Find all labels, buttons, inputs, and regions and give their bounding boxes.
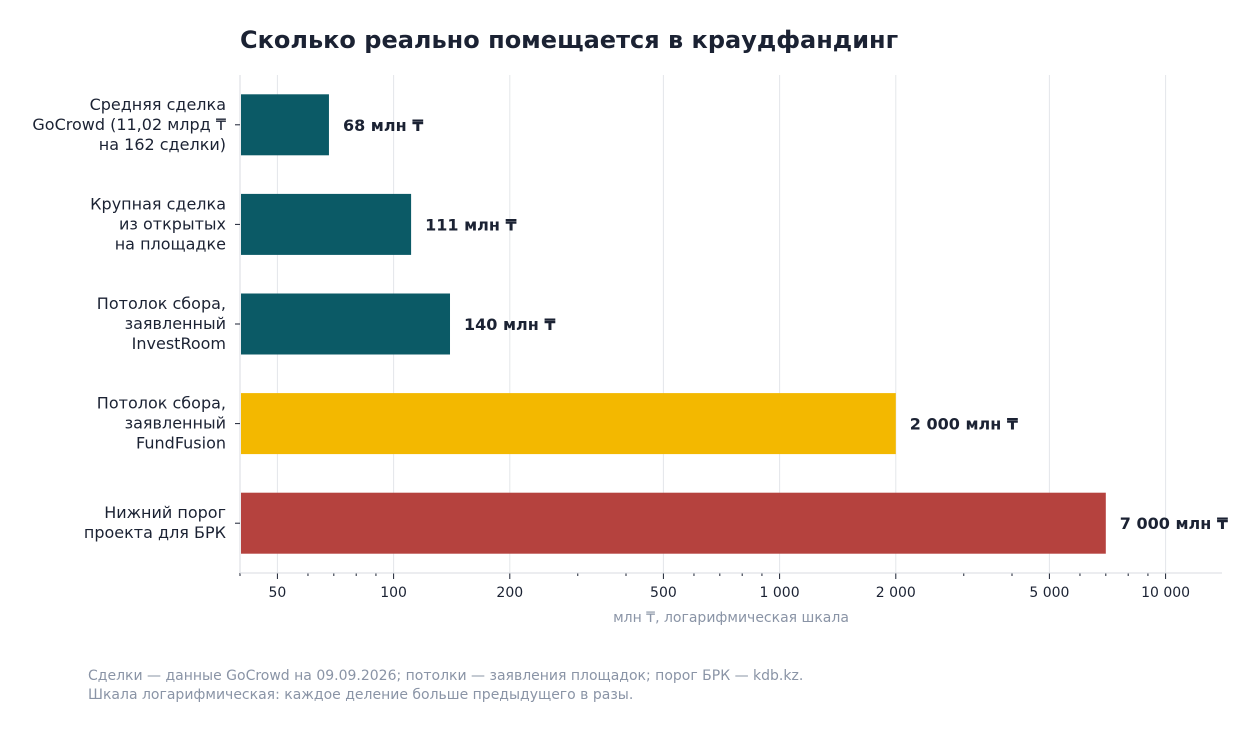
- x-tick-label: 100: [380, 585, 407, 601]
- bar-value-label: 68 млн ₸: [343, 116, 423, 135]
- category-label-line: из открытых: [119, 214, 226, 233]
- x-tick-label: 500: [650, 585, 677, 601]
- bar: [241, 293, 451, 355]
- category-label: Потолок сбора, заявленный FundFusion: [97, 394, 226, 453]
- category-label-line: GoCrowd (11,02 млрд ₸: [32, 115, 226, 134]
- category-label-line: Нижний порог: [104, 503, 226, 522]
- category-label: Средняя сделка GoCrowd (11,02 млрд ₸ на 16…: [32, 95, 226, 154]
- chart-title: Сколько реально помещается в краудфандин…: [240, 26, 898, 54]
- bar-value-label: 140 млн ₸: [464, 315, 556, 334]
- x-axis: 50 100 200 500 1 000 2 000 5 000 10 000: [239, 75, 1222, 601]
- bar: [241, 94, 329, 156]
- bar: [241, 193, 412, 255]
- footnote-sources: Сделки — данные GoCrowd на 09.09.2026; п…: [88, 668, 803, 684]
- category-label: Крупная сделка из открытых на площадке: [90, 194, 226, 253]
- footnote-scale-note: Шкала логарифмическая: каждое деление бо…: [88, 687, 633, 703]
- category-label-line: FundFusion: [136, 434, 226, 453]
- category-labels: Средняя сделка GoCrowd (11,02 млрд ₸ на 16…: [32, 95, 240, 542]
- category-label-line: заявленный: [125, 314, 226, 333]
- bar: [241, 393, 896, 455]
- category-label: Потолок сбора, заявленный InvestRoom: [97, 294, 226, 353]
- x-tick-label: 1 000: [760, 585, 800, 601]
- category-label-line: на 162 сделки): [99, 135, 226, 154]
- x-tick-label: 200: [496, 585, 523, 601]
- category-label-line: проекта для БРК: [84, 523, 227, 542]
- grid-lines: [276, 75, 1167, 573]
- bar-value-label: 7 000 млн ₸: [1120, 514, 1228, 533]
- bar: [241, 492, 1106, 554]
- x-axis-label: млн ₸, логарифмическая шкала: [613, 610, 849, 626]
- category-label-line: на площадке: [115, 234, 226, 253]
- category-label: Нижний порог проекта для БРК: [84, 503, 227, 542]
- x-tick-label: 10 000: [1141, 585, 1190, 601]
- x-tick-label: 5 000: [1029, 585, 1069, 601]
- category-label-line: InvestRoom: [132, 334, 226, 353]
- category-label-line: Средняя сделка: [90, 95, 226, 114]
- bar-value-label: 111 млн ₸: [425, 215, 517, 234]
- category-label-line: заявленный: [125, 414, 226, 433]
- category-label-line: Потолок сбора,: [97, 394, 226, 413]
- x-tick-label: 2 000: [876, 585, 916, 601]
- bar-value-label: 2 000 млн ₸: [910, 415, 1018, 434]
- bars: 68 млн ₸ 111 млн ₸ 140 млн ₸ 2 000 млн ₸ 7 0…: [241, 94, 1228, 554]
- category-label-line: Потолок сбора,: [97, 294, 226, 313]
- x-tick-label: 50: [268, 585, 286, 601]
- category-label-line: Крупная сделка: [90, 194, 226, 213]
